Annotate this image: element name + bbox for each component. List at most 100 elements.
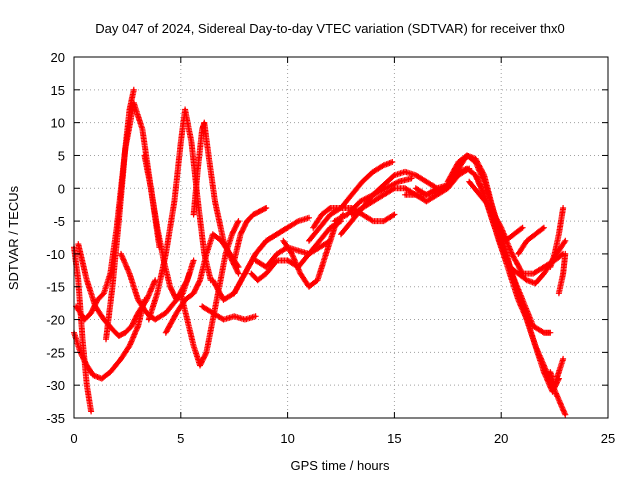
data-point <box>517 272 520 275</box>
data-point <box>532 324 535 328</box>
data-point <box>196 167 200 170</box>
data-point <box>145 298 148 302</box>
data-point <box>128 344 131 347</box>
data-point <box>233 315 236 318</box>
data-point <box>124 331 127 334</box>
series-arc-29 <box>502 224 526 244</box>
y-tick-label: -10 <box>46 247 65 262</box>
data-point <box>382 164 385 167</box>
data-point <box>119 357 123 361</box>
data-point <box>254 252 257 256</box>
data-point <box>222 318 225 321</box>
data-point <box>154 279 157 282</box>
data-point <box>425 180 428 183</box>
data-point <box>254 315 257 318</box>
data-point <box>557 233 561 236</box>
data-point <box>333 219 336 223</box>
data-point <box>382 219 385 223</box>
data-point <box>549 331 552 334</box>
series-arc-32 <box>547 355 567 389</box>
data-point <box>245 219 249 223</box>
data-point <box>265 206 268 210</box>
data-point <box>532 272 535 275</box>
data-point <box>414 193 417 196</box>
data-point <box>391 160 394 164</box>
data-point <box>382 183 385 187</box>
data-point <box>482 180 486 183</box>
data-point <box>525 279 528 282</box>
data-point <box>79 311 82 315</box>
data-point <box>102 292 106 295</box>
data-point <box>136 324 140 328</box>
data-point <box>534 233 537 236</box>
data-point <box>312 226 315 229</box>
series-arc-20 <box>310 159 396 231</box>
data-point <box>124 147 127 151</box>
data-point <box>117 219 121 223</box>
y-tick-label: 5 <box>58 148 65 163</box>
data-point <box>286 226 289 229</box>
data-point <box>307 216 311 219</box>
data-point <box>521 226 524 229</box>
data-point <box>542 272 546 275</box>
data-point <box>258 210 261 213</box>
data-point <box>192 213 195 216</box>
data-point <box>198 364 202 367</box>
series-arc-18 <box>280 211 347 290</box>
data-point <box>164 331 167 334</box>
data-point <box>179 292 182 295</box>
data-point <box>333 226 336 229</box>
chart-title: Day 047 of 2024, Sidereal Day-to-day VTE… <box>95 21 564 36</box>
data-point <box>318 246 321 249</box>
x-tick-label: 20 <box>494 431 508 446</box>
y-tick-label: 20 <box>51 50 65 65</box>
data-point <box>250 272 253 275</box>
data-point <box>136 298 140 302</box>
data-point <box>175 311 178 315</box>
data-point <box>446 180 449 183</box>
data-point <box>130 324 133 328</box>
data-point <box>275 252 279 256</box>
data-point <box>213 200 217 203</box>
data-point <box>147 318 150 321</box>
data-point <box>329 213 332 216</box>
data-point <box>188 272 191 275</box>
data-point <box>102 318 106 321</box>
data-point <box>85 384 89 387</box>
data-point <box>510 252 514 256</box>
series-arc-17 <box>252 237 334 270</box>
data-point <box>299 272 302 275</box>
data-point <box>397 180 400 183</box>
data-point <box>119 252 123 256</box>
x-tick-label: 5 <box>177 431 184 446</box>
data-point <box>85 279 89 282</box>
data-point <box>329 226 332 229</box>
data-point <box>561 272 565 275</box>
data-point <box>339 206 343 210</box>
data-point <box>382 193 385 196</box>
data-point <box>559 246 563 249</box>
data-point <box>542 370 546 374</box>
data-point <box>239 233 242 236</box>
data-point <box>361 213 364 216</box>
data-point <box>403 193 407 196</box>
data-point <box>307 252 311 256</box>
data-point <box>393 187 396 190</box>
data-point <box>211 233 214 236</box>
data-point <box>435 187 439 190</box>
data-point <box>468 180 471 183</box>
data-point <box>237 219 240 223</box>
data-point <box>318 239 321 242</box>
y-tick-label: -20 <box>46 313 65 328</box>
data-point <box>265 239 268 242</box>
data-point <box>551 390 554 393</box>
data-point <box>525 318 528 321</box>
data-point <box>561 357 565 361</box>
y-tick-label: -5 <box>53 214 65 229</box>
data-point <box>307 239 311 242</box>
data-point <box>141 128 144 131</box>
data-point <box>201 128 204 131</box>
data-point <box>104 338 108 341</box>
data-point <box>297 219 300 223</box>
data-point <box>286 259 289 262</box>
